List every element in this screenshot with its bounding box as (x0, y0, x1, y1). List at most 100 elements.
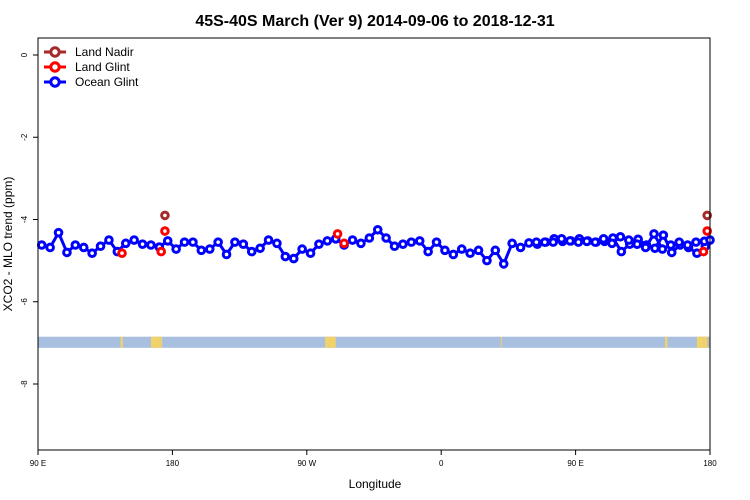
land-segment (703, 336, 708, 348)
data-point (590, 237, 601, 247)
series-layer (36, 210, 715, 269)
data-point (179, 237, 190, 247)
data-point (120, 238, 131, 249)
data-point (347, 235, 358, 245)
data-point (146, 240, 156, 250)
axes: 90 E 180 90 W 0 90 E 180 0 -2 -4 -6 -8 (20, 52, 717, 468)
data-point (137, 239, 148, 249)
data-point (540, 237, 550, 247)
series-land-glint (117, 226, 713, 259)
data-point (129, 235, 139, 245)
y-tick-label: -6 (20, 298, 29, 306)
data-point (490, 245, 501, 256)
data-point (204, 244, 215, 254)
data-point (682, 240, 693, 250)
data-point (649, 229, 659, 239)
data-point (414, 236, 425, 246)
data-point (255, 243, 265, 254)
x-tick-label: 90 E (567, 459, 583, 468)
data-point (95, 241, 106, 252)
data-point (305, 248, 316, 259)
data-point (666, 247, 677, 258)
x-tick-label: 90 W (297, 459, 316, 468)
ocean-band (38, 336, 710, 348)
y-tick-label: 0 (20, 52, 29, 57)
data-point (666, 240, 676, 250)
legend-label: Land Glint (75, 60, 130, 74)
data-point (582, 236, 592, 247)
data-point (624, 235, 634, 245)
y-axis-label: XCO2 - MLO trend (ppm) (1, 177, 15, 312)
data-point (381, 233, 391, 243)
data-point (573, 237, 584, 247)
data-point (423, 246, 433, 257)
legend-label: Land Nadir (75, 45, 134, 59)
data-point (62, 247, 72, 258)
data-point (440, 245, 450, 256)
land-segment (120, 336, 123, 348)
series-land-nadir (160, 210, 713, 221)
data-point (632, 239, 643, 249)
y-tick-label: -8 (20, 380, 29, 388)
data-point (473, 245, 484, 256)
data-point (221, 249, 232, 260)
data-point (339, 238, 349, 249)
data-point (498, 259, 509, 269)
land-segment (500, 336, 502, 348)
y-tick-label: -4 (20, 215, 29, 223)
data-point (322, 236, 333, 246)
data-point (398, 239, 408, 249)
data-point (78, 242, 89, 253)
data-point (598, 234, 609, 244)
data-point (156, 246, 166, 257)
land-segment (325, 336, 330, 348)
data-point (288, 253, 299, 264)
data-point (616, 246, 627, 257)
data-point (196, 245, 207, 256)
data-point (658, 230, 669, 240)
y-tick-label: -2 (20, 133, 29, 141)
data-point (45, 242, 55, 253)
data-point (456, 244, 467, 254)
legend-marker (49, 76, 61, 88)
legend-marker (49, 61, 61, 73)
data-point (280, 251, 291, 262)
x-tick-label: 180 (703, 459, 717, 468)
data-point (364, 233, 375, 243)
data-point (314, 239, 324, 249)
land-segment (696, 336, 704, 348)
land-segment (157, 336, 160, 348)
data-point (36, 240, 47, 250)
data-point (230, 237, 240, 247)
data-point (431, 237, 442, 247)
data-point (465, 248, 475, 259)
data-point (674, 237, 685, 247)
data-point (657, 244, 668, 254)
data-point (448, 249, 459, 260)
data-point (406, 237, 417, 247)
data-point (565, 236, 575, 246)
data-point (162, 236, 173, 246)
land-segment (150, 336, 158, 348)
data-point (507, 238, 517, 249)
x-tick-label: 180 (166, 459, 180, 468)
land-segment (329, 336, 336, 348)
data-point (160, 226, 170, 236)
data-point (188, 237, 198, 247)
data-point (482, 255, 492, 266)
x-tick-label: 0 (439, 459, 444, 468)
data-point (246, 246, 257, 257)
data-point (548, 237, 559, 247)
plot-frame (37, 37, 711, 451)
series-ocean-glint (36, 224, 711, 269)
data-point (556, 234, 567, 244)
land-segment (160, 336, 163, 348)
data-point (640, 242, 651, 253)
data-point (171, 244, 181, 254)
land-segment (665, 336, 668, 348)
data-point (389, 241, 400, 252)
data-point (272, 238, 282, 249)
data-point (615, 231, 626, 242)
